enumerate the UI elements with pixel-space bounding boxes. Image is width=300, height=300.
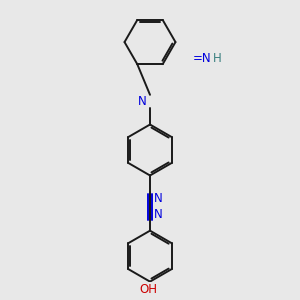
Text: N: N: [153, 208, 162, 221]
Text: =N: =N: [193, 52, 211, 64]
Text: N: N: [153, 192, 162, 205]
Text: N: N: [138, 95, 147, 108]
Text: H: H: [213, 52, 221, 64]
Text: OH: OH: [139, 283, 157, 296]
